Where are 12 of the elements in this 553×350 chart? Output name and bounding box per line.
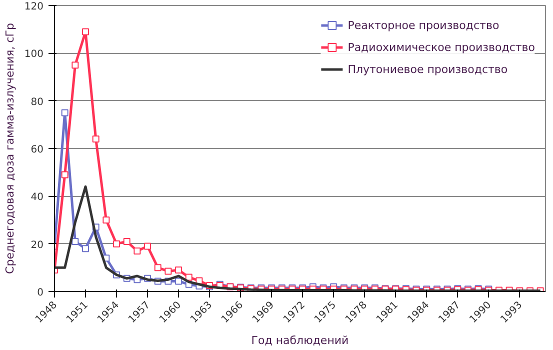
legend-label: Плутониевое производство [348,62,508,76]
legend-label: Реакторное производство [348,18,500,32]
y-tick-label: 0 [37,288,44,298]
y-tick-label: 80 [30,96,44,108]
legend-label: Радиохимическое производство [348,40,535,54]
y-tick-label: 100 [24,49,44,60]
y-tick-label: 120 [24,2,44,12]
y-tick-label: 60 [30,144,44,156]
y-tick-label: 40 [30,192,44,204]
y-tick-label: 20 [30,240,44,251]
y-axis-title: Среднегодовая доза гамма-излучения, сГр [3,23,16,274]
x-axis-title: Год наблюдений [251,334,349,348]
